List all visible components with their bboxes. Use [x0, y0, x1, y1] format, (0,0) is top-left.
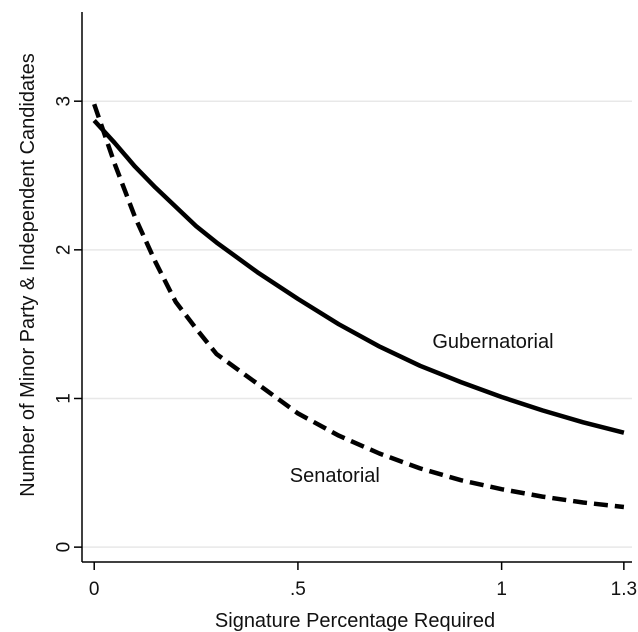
x-tick-label: 0 — [89, 579, 100, 600]
series-line-dashed — [92, 103, 625, 510]
y-tick-label: 0 — [54, 542, 75, 553]
series-annotation: Gubernatorial — [432, 331, 553, 353]
x-tick-label: 1 — [496, 579, 507, 600]
annotations: Gubernatorial Senatorial — [290, 331, 554, 487]
series-annotation: Senatorial — [290, 465, 380, 487]
series-line-solid — [92, 118, 625, 435]
x-tick-label: .5 — [290, 579, 306, 600]
y-tick-label: 3 — [54, 96, 75, 107]
x-axis-title: Signature Percentage Required — [215, 610, 495, 632]
gridlines — [82, 100, 632, 548]
axis-ticks: 0 1 2 3 0 .5 1 1.3 — [54, 96, 638, 600]
y-tick-label: 2 — [54, 245, 75, 256]
y-tick-label: 1 — [54, 393, 75, 404]
y-axis-title: Number of Minor Party & Independent Cand… — [17, 53, 39, 497]
series-lines — [92, 103, 625, 510]
x-tick-label: 1.3 — [611, 579, 637, 600]
